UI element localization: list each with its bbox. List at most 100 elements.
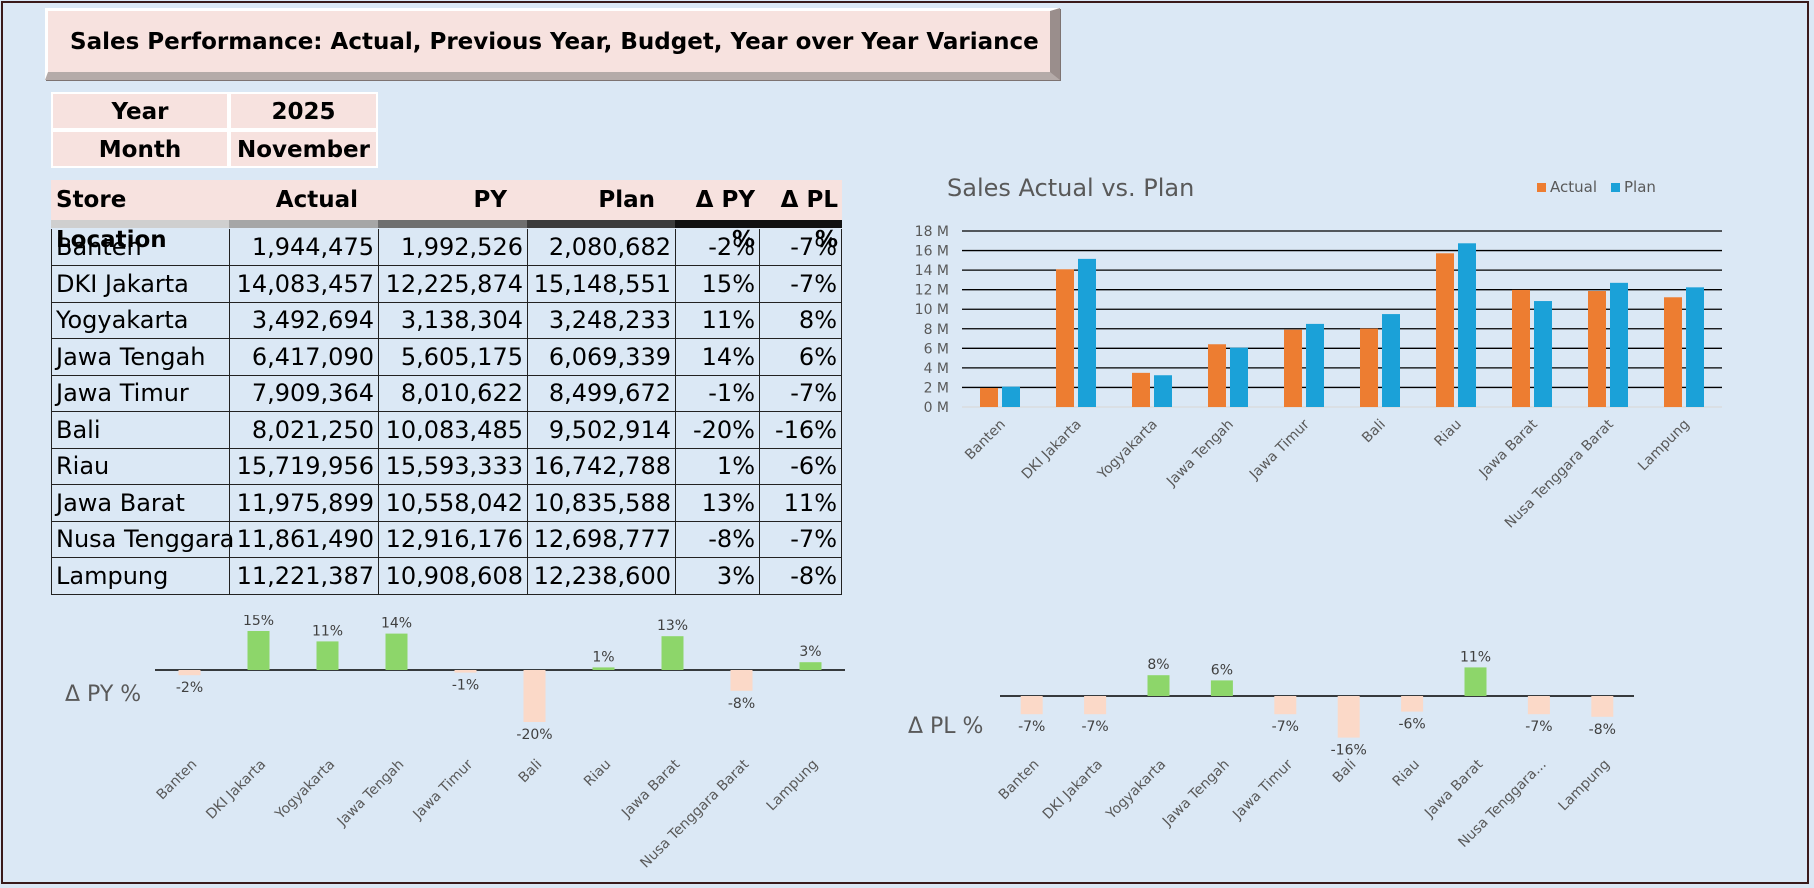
variance-bar xyxy=(1337,696,1360,738)
x-tick-label: Jawa Timur xyxy=(410,756,477,823)
variance-bar xyxy=(1084,696,1107,715)
table-cell: 5,605,175 xyxy=(378,338,527,375)
table-cell: 3% xyxy=(675,557,759,594)
delta-py-chart: Δ PY % -2% Banten 15% DKI Jakarta 11% Yogyakar… xyxy=(65,615,845,871)
y-tick-label: 10 M xyxy=(915,302,949,318)
legend-label-actual: Actual xyxy=(1550,178,1597,196)
data-label: -7% xyxy=(1525,719,1552,735)
table-row-divider xyxy=(51,557,842,558)
x-tick-label: Jawa Tengah xyxy=(1159,757,1233,831)
table-cell: 15,148,551 xyxy=(527,265,675,302)
table-row-divider xyxy=(51,338,842,339)
year-value-cell[interactable]: 2025 xyxy=(229,92,378,130)
table-cell: 6,417,090 xyxy=(229,338,378,375)
header-actual: Actual xyxy=(229,180,378,228)
table-cell: 8,021,250 xyxy=(229,411,378,448)
table-cell: 15% xyxy=(675,265,759,302)
x-tick-label: DKI Jakarta xyxy=(203,757,269,823)
data-label: -7% xyxy=(1018,719,1045,735)
variance-bar xyxy=(1591,696,1614,717)
table-cell: -8% xyxy=(675,521,759,557)
variance-bar xyxy=(730,670,753,691)
bar-plan xyxy=(1154,375,1172,407)
x-tick-label: Jawa Barat xyxy=(1476,416,1542,482)
y-tick-label: 14 M xyxy=(915,263,949,279)
x-tick-label: Jawa Barat xyxy=(1421,756,1487,822)
x-tick-label: DKI Jakarta xyxy=(1040,757,1106,823)
x-tick-label: Banten xyxy=(962,417,1009,464)
bar-plan xyxy=(1534,301,1552,407)
table-cell-location: Jawa Timur xyxy=(51,375,229,411)
year-label: Year xyxy=(51,92,229,130)
table-row-divider xyxy=(51,447,842,449)
table-cell: -7% xyxy=(759,265,842,302)
table-row-divider xyxy=(51,265,842,266)
variance-bar xyxy=(799,662,822,670)
data-label: -8% xyxy=(1589,722,1616,738)
x-tick-label: Banten xyxy=(154,757,201,804)
x-tick-label: Yogyakarta xyxy=(1094,417,1161,484)
dashboard-title: Sales Performance: Actual, Previous Year… xyxy=(70,29,1039,55)
variance-bar xyxy=(1020,696,1043,715)
table-cell: 1,992,526 xyxy=(378,229,527,265)
bar-actual xyxy=(1436,253,1454,407)
chart-title: Sales Actual vs. Plan xyxy=(947,174,1194,202)
y-tick-label: 0 M xyxy=(924,400,949,416)
table-row-divider xyxy=(51,411,842,412)
table-cell: 3,492,694 xyxy=(229,302,378,338)
x-tick-label: Jawa Tengah xyxy=(334,757,408,831)
table-cell: 10,908,608 xyxy=(378,557,527,594)
bar-actual xyxy=(1664,297,1682,407)
data-label: -20% xyxy=(516,727,552,743)
table-cell: -7% xyxy=(759,229,842,265)
y-tick-label: 8 M xyxy=(924,322,949,338)
bar-plan xyxy=(1306,323,1324,407)
x-tick-label: Lampung xyxy=(1635,417,1693,475)
table-cell: 15,593,333 xyxy=(378,448,527,484)
data-label: -2% xyxy=(176,680,203,696)
bar-actual xyxy=(1360,328,1378,407)
table-row-divider xyxy=(51,301,842,303)
bar-plan xyxy=(1382,314,1400,407)
bar-plan xyxy=(1002,386,1020,407)
table-cell-location: Lampung xyxy=(51,557,229,594)
legend-swatch-plan xyxy=(1611,183,1620,192)
table-cell: 16,742,788 xyxy=(527,448,675,484)
bar-actual xyxy=(1208,344,1226,407)
header-store-location: Store Location xyxy=(51,180,229,253)
x-tick-label: Riau xyxy=(581,757,614,790)
header-plan: Plan xyxy=(527,180,675,228)
table-row-divider xyxy=(51,484,842,485)
chart-title: Δ PL % xyxy=(908,714,983,739)
header-delta-py: Δ PY % xyxy=(675,180,759,253)
x-tick-label: Jawa Timur xyxy=(1246,416,1313,483)
data-label: 11% xyxy=(312,623,343,639)
data-label: -7% xyxy=(1272,719,1299,735)
month-label: Month xyxy=(51,130,229,168)
bar-actual xyxy=(980,387,998,407)
data-label: -8% xyxy=(728,696,755,712)
table-cell: 14,083,457 xyxy=(229,265,378,302)
x-tick-label: Bali xyxy=(1359,417,1389,447)
month-value-cell[interactable]: November xyxy=(229,130,378,168)
table-cell: 8,499,672 xyxy=(527,375,675,411)
table-cell: 3,248,233 xyxy=(527,302,675,338)
x-tick-label: Jawa Timur xyxy=(1229,756,1296,823)
table-cell: -20% xyxy=(675,411,759,448)
table-cell: -7% xyxy=(759,521,842,557)
table-cell: 10,083,485 xyxy=(378,411,527,448)
header-py: PY xyxy=(378,180,527,228)
table-cell: 13% xyxy=(675,484,759,521)
y-tick-label: 18 M xyxy=(915,224,949,240)
table-cell: 14% xyxy=(675,338,759,375)
legend-swatch-actual xyxy=(1537,183,1546,192)
x-tick-label: Lampung xyxy=(1555,757,1613,815)
data-label: 11% xyxy=(1460,649,1491,665)
table-row-divider xyxy=(51,520,842,522)
table-cell: 12,238,600 xyxy=(527,557,675,594)
table-row-divider xyxy=(51,593,842,595)
bar-actual xyxy=(1512,289,1530,407)
bar-actual xyxy=(1056,269,1074,407)
bar-actual xyxy=(1284,329,1302,407)
table-cell: 12,698,777 xyxy=(527,521,675,557)
